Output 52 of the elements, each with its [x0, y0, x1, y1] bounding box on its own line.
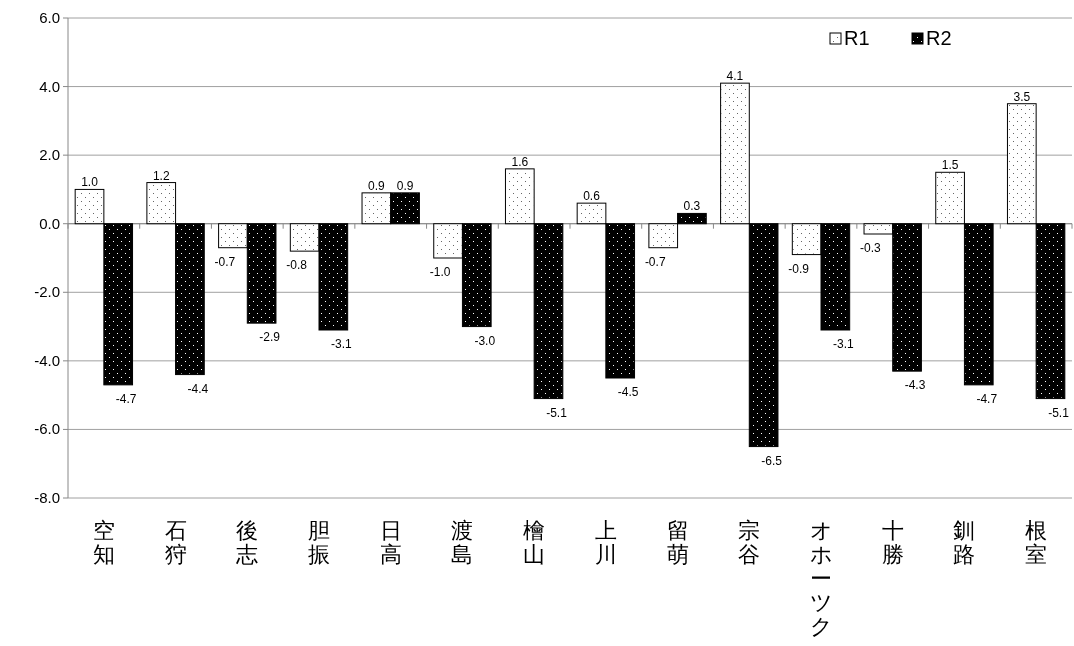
data-label: 3.5 — [1013, 89, 1031, 104]
data-label: -3.1 — [331, 337, 352, 351]
data-label: 0.9 — [368, 178, 386, 193]
data-label: -0.9 — [788, 261, 810, 276]
x-tick-label: 渡島 — [451, 518, 474, 567]
data-label: -5.1 — [546, 405, 568, 420]
data-label: 0.9 — [396, 178, 414, 193]
data-label: -4.4 — [187, 381, 209, 396]
data-label: 4.1 — [726, 69, 744, 84]
x-tick-label: 石狩 — [164, 518, 187, 567]
x-tick-label: 留萌 — [666, 518, 689, 567]
data-label: -0.8 — [286, 258, 308, 273]
data-label: 1.5 — [941, 158, 959, 173]
x-tick-label: 根室 — [1025, 518, 1048, 567]
data-label: 1.0 — [81, 175, 99, 190]
x-tick-label: 後志 — [236, 518, 259, 567]
y-tick-label: -4.0 — [34, 351, 60, 369]
data-label: -4.5 — [617, 385, 639, 399]
x-tick-label: 釧路 — [953, 518, 976, 567]
data-label: -3.0 — [474, 333, 496, 348]
data-label: -4.7 — [115, 391, 137, 406]
data-label: 1.2 — [152, 168, 170, 183]
x-tick-label: 上川 — [594, 518, 617, 567]
data-label: -5.1 — [1048, 405, 1070, 420]
legend-label: R1 — [844, 27, 870, 49]
x-tick-label: 檜山 — [523, 518, 546, 567]
y-tick-label: -8.0 — [34, 489, 60, 506]
y-tick-label: 2.0 — [39, 146, 60, 164]
y-tick-label: -2.0 — [34, 283, 60, 301]
x-tick-label: オホーツク — [809, 518, 833, 639]
data-label: -0.3 — [860, 241, 882, 255]
x-tick-label: 宗谷 — [738, 518, 761, 567]
data-label: -3.1 — [833, 337, 854, 351]
data-label: -6.5 — [761, 453, 783, 468]
x-tick-label: 胆振 — [308, 518, 330, 567]
data-label: -1.0 — [429, 265, 451, 279]
y-tick-label: -6.0 — [34, 420, 60, 438]
data-label: -4.3 — [904, 378, 926, 393]
legend-label: R2 — [926, 27, 952, 49]
data-label: 1.6 — [511, 154, 529, 169]
y-tick-label: 0.0 — [39, 214, 60, 232]
data-label: -4.7 — [976, 391, 998, 406]
y-tick-label: 4.0 — [39, 77, 60, 95]
x-tick-label: 日高 — [379, 518, 402, 567]
x-tick-label: 空知 — [92, 518, 115, 567]
data-label: 0.3 — [683, 199, 701, 214]
x-tick-label: 十勝 — [881, 518, 904, 567]
data-label: -0.7 — [214, 254, 236, 269]
data-label: 0.6 — [583, 189, 601, 204]
y-tick-label: 6.0 — [39, 9, 60, 26]
data-label: -2.9 — [259, 330, 281, 345]
data-label: -0.7 — [644, 254, 666, 269]
